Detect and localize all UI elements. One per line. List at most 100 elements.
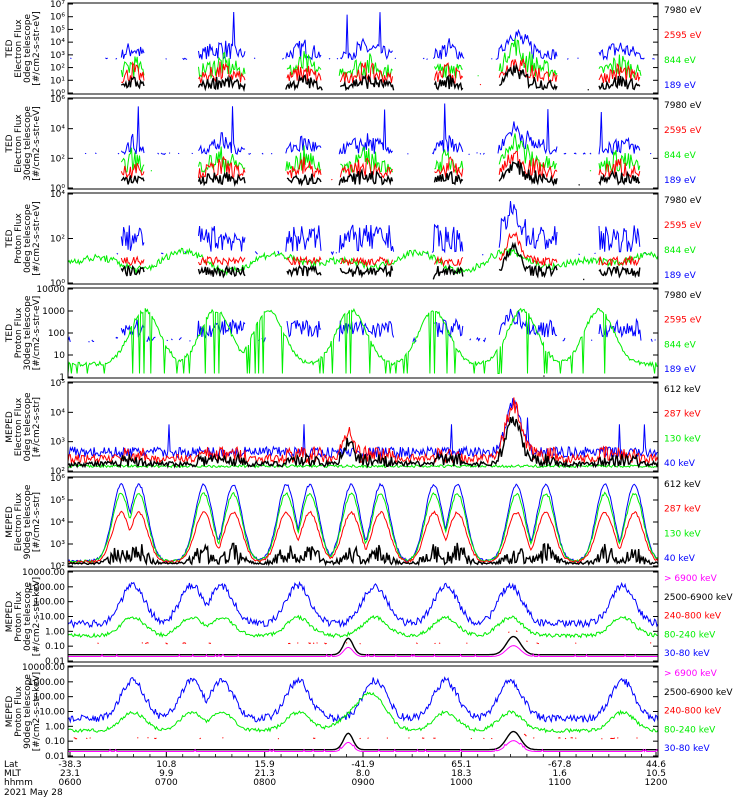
series-blue (85, 104, 656, 155)
y-tick-label: 10⁰ (50, 89, 65, 99)
y-tick-label: 100 (48, 329, 65, 339)
x-row-label: 2021 May 28 (4, 788, 63, 798)
y-tick-label: 10⁷ (50, 0, 65, 10)
y-tick-label: 10⁴ (50, 408, 65, 418)
panel-frame (67, 381, 659, 473)
series-black (68, 730, 658, 751)
y-axis-label: 0deg telescope (23, 204, 33, 274)
panel-4: 1 10 100 1000 10000 TED Proton Flux 30deg teles… (5, 285, 702, 383)
panel-5: 10² 10³ 10⁴ 10⁵ MEPED Electron Flux 0deg teles… (5, 379, 701, 477)
series-magenta (68, 645, 658, 658)
legend-entry: 2500-6900 keV (664, 688, 733, 698)
y-tick-label: 1.00 (45, 627, 65, 637)
x-tick-lat: 10.8 (156, 760, 176, 770)
y-tick-label: 1000.00 (28, 678, 65, 688)
y-tick-label: 10² (50, 64, 65, 74)
y-axis-label: [#/cm2-s-str] (32, 492, 42, 552)
legend-entry: 240-800 keV (664, 612, 722, 622)
y-tick-label: 10⁰ (50, 279, 65, 289)
x-row-label: MLT (4, 769, 22, 779)
legend-entry: 844 eV (664, 246, 697, 256)
y-tick-label: 10 (54, 351, 66, 361)
legend-entry: 7980 eV (664, 291, 702, 301)
y-axis-label: [#/cm2-s-str-eV] (32, 296, 42, 371)
legend-entry: > 6900 keV (664, 669, 718, 679)
legend-entry: 2500-6900 keV (664, 593, 733, 603)
panel-frame (67, 665, 659, 758)
y-axis-label: Proton Flux (14, 686, 24, 737)
y-axis-label: Electron Flux (14, 114, 24, 173)
panel-8: 0.01 0.10 1.00 10.00 100.00 1000.00 10000.00 ME… (5, 663, 733, 762)
y-tick-label: 10³ (50, 540, 65, 550)
y-axis-label: Electron Flux (14, 397, 24, 456)
legend-entry: 2595 eV (664, 316, 702, 326)
series-black (67, 542, 659, 567)
legend-entry: 844 eV (664, 56, 697, 66)
series-green (67, 247, 659, 276)
x-row-label: Lat (4, 760, 19, 770)
series-blue (67, 482, 659, 564)
series-black (67, 416, 659, 469)
series-green (67, 307, 659, 374)
legend-entry: 612 keV (664, 480, 701, 490)
panel-2: 10⁰ 10² 10⁴ 10⁶ TED Electron Flux 30deg telesc… (5, 95, 702, 194)
y-tick-label: 0.10 (45, 737, 65, 747)
y-axis-label: [#/cm2-s-str] (32, 397, 42, 457)
y-tick-label: 10.00 (39, 613, 65, 623)
legend-entry: 189 eV (664, 81, 697, 91)
x-tick-mlt: 18.3 (451, 769, 471, 779)
x-tick-lat: 65.1 (451, 760, 471, 770)
y-tick-label: 10⁵ (50, 25, 65, 35)
legend-entry: 844 eV (664, 151, 697, 161)
series-green (67, 463, 659, 469)
legend-entry: 2595 eV (664, 221, 702, 231)
legend-entry: 130 keV (664, 529, 701, 539)
y-axis-label: TED (5, 324, 15, 343)
x-tick-hhmm: 1100 (548, 778, 571, 788)
series-blue (67, 398, 659, 460)
x-tick-mlt: 21.3 (255, 769, 275, 779)
y-tick-label: 10⁶ (50, 474, 65, 484)
series-red (67, 397, 659, 465)
y-tick-label: 10000.00 (22, 568, 65, 578)
y-tick-label: 1000 (42, 307, 65, 317)
panel-7: 0.01 0.10 1.00 10.00 100.00 1000.00 10000.00 ME… (5, 568, 733, 667)
legend-entry: 30-80 keV (664, 649, 710, 659)
y-axis-label: Proton Flux (14, 213, 24, 264)
x-tick-mlt: 8.0 (356, 769, 371, 779)
legend-entry: 844 eV (664, 340, 697, 350)
panel-frame (67, 2, 659, 95)
y-tick-label: 10² (50, 235, 65, 245)
series-red (74, 734, 657, 739)
y-axis-label: TED (5, 134, 15, 153)
y-axis-label: 0deg telescope (23, 14, 33, 84)
series-green (67, 491, 659, 564)
legend-entry: 612 keV (664, 385, 701, 395)
series-blue (67, 580, 659, 629)
series-red (121, 59, 654, 85)
y-tick-label: 100.00 (34, 598, 66, 608)
y-tick-label: 1.00 (45, 722, 65, 732)
legend-entry: 287 keV (664, 505, 701, 515)
x-tick-lat: -41.9 (351, 760, 375, 770)
x-tick-hhmm: 0900 (352, 778, 375, 788)
x-tick-lat: 15.9 (255, 760, 275, 770)
legend-entry: 40 keV (664, 554, 696, 564)
legend-entry: 30-80 keV (664, 744, 710, 754)
y-tick-label: 10² (50, 154, 65, 164)
y-tick-label: 10000 (36, 285, 65, 295)
y-axis-label: MEPED (5, 601, 15, 633)
panel-1: 10⁰ 10¹ 10² 10³ 10⁴ 10⁵ 10⁶ 10⁷ TED Electron Flux… (5, 0, 702, 99)
x-tick-lat: 44.6 (646, 760, 666, 770)
legend-entry: 240-800 keV (664, 707, 722, 717)
legend-entry: 2595 eV (664, 31, 702, 41)
y-axis-label: MEPED (5, 696, 15, 728)
series-red (67, 510, 659, 564)
panel-6: 10² 10³ 10⁴ 10⁵ 10⁶ MEPED Electron Flux 90deg t… (5, 474, 701, 572)
x-tick-mlt: 1.6 (553, 769, 568, 779)
y-axis-label: [#/cm2-s-str-keV] (32, 577, 42, 656)
x-tick-lat: -38.3 (58, 760, 81, 770)
legend-entry: 189 eV (664, 271, 697, 281)
panel-3: 10⁰ 10² 10⁴ TED Proton Flux 0deg telescope [#/… (5, 190, 702, 289)
y-tick-label: 10⁴ (50, 518, 65, 528)
